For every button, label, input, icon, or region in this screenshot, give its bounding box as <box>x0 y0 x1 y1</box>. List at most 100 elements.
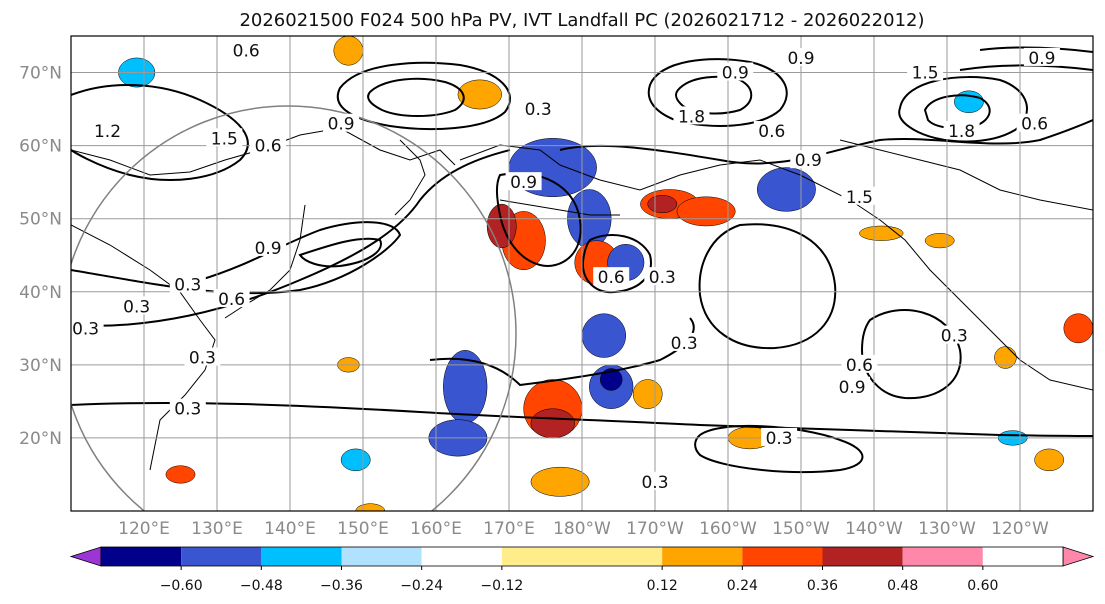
shaded-area-14 <box>530 408 575 439</box>
contour-label-27: 0.9 <box>839 378 866 398</box>
contour-label-0: 1.2 <box>94 122 121 142</box>
contour-label-29: 0.3 <box>766 429 793 449</box>
contour-label-bg-0 <box>89 121 126 139</box>
contour-label-bg-25 <box>666 332 703 351</box>
contour-label-1: 0.3 <box>123 297 150 317</box>
contour-label-21: 1.5 <box>846 188 873 208</box>
contour-label-bg-8 <box>184 347 221 366</box>
shaded-area-21 <box>457 79 502 110</box>
contour-label-20: 1.5 <box>912 64 939 84</box>
coastline-japan <box>224 204 306 319</box>
contour-label-bg-9 <box>169 398 206 417</box>
map-panel: 1.20.31.5 0.60.90.30.60.30.30.30.60.90.30… <box>70 35 1094 512</box>
contour-label-bg-3 <box>250 135 287 154</box>
lat-label-5: 70°N <box>19 64 62 84</box>
colorbar-segment-9 <box>902 547 983 566</box>
colorbar-segment-7 <box>742 547 823 566</box>
pv-contour <box>647 58 788 127</box>
colorbar-tick-label-8: 0.48 <box>887 578 918 594</box>
colorbar-segment-6 <box>662 547 743 566</box>
colorbar-tick-label-1: −0.48 <box>240 578 283 594</box>
coastline-aleutians <box>499 199 620 216</box>
colorbar-tick-label-5: 0.12 <box>647 578 678 594</box>
shaded-area-28 <box>340 448 371 472</box>
contour-label-bg-26 <box>841 354 878 373</box>
contour-label-bg-12 <box>520 99 557 118</box>
contour-label-7: 0.3 <box>72 319 99 339</box>
colorbar-tick-label-9: 0.60 <box>967 578 998 594</box>
lat-label-1: 30°N <box>19 356 62 376</box>
contour-label-23: 0.6 <box>598 268 625 288</box>
contour-label-13: 0.9 <box>510 173 537 193</box>
contour-label-bg-11 <box>323 113 360 132</box>
colorbar-tick-label-3: −0.24 <box>400 578 443 594</box>
pv-contour <box>674 75 753 115</box>
contour-label-bg-23 <box>593 267 630 286</box>
shaded-area-12 <box>600 368 623 391</box>
lon-label-4: 160°E <box>410 519 462 539</box>
contour-label-bg-2 <box>206 128 243 147</box>
contour-label-8: 0.3 <box>189 349 216 369</box>
contour-label-24: 0.3 <box>649 268 676 288</box>
lon-label-6: 180°W <box>553 519 611 539</box>
shaded-area-10 <box>581 313 627 358</box>
contour-label-bg-18 <box>943 121 980 139</box>
lon-label-10: 140°W <box>845 519 903 539</box>
contour-label-bg-1 <box>118 296 155 315</box>
contour-label-12: 0.3 <box>525 100 552 120</box>
contour-label-9: 0.3 <box>174 400 201 420</box>
map-frame <box>70 35 1094 512</box>
contour-label-bg-17 <box>790 150 827 169</box>
contour-label-11: 0.9 <box>328 115 355 135</box>
contour-label-25: 0.3 <box>671 334 698 354</box>
shaded-area-33 <box>924 233 955 249</box>
shaded-area-23 <box>954 90 984 113</box>
distance-ring <box>71 105 517 511</box>
contour-label-26: 0.6 <box>846 356 873 376</box>
shaded-area-9 <box>756 167 816 212</box>
coastline-kamchatka <box>394 139 426 216</box>
contour-label-6: 0.6 <box>218 290 245 310</box>
latitude-labels: 20°N 30°N 40°N 50°N 60°N 70°N <box>19 64 62 449</box>
contour-label-14: 1.8 <box>678 107 705 127</box>
pv-contour <box>298 237 382 268</box>
colorbar-extend-low <box>69 546 102 567</box>
contour-label-bg-28 <box>936 325 973 344</box>
colorbar-extend-high <box>1062 546 1095 567</box>
pv-contour <box>367 77 465 117</box>
lon-label-8: 160°W <box>699 519 757 539</box>
contour-label-bg-24 <box>644 267 681 286</box>
pv-contour <box>860 309 962 400</box>
lon-label-0: 120°E <box>118 519 170 539</box>
contour-label-10: 0.6 <box>233 42 260 62</box>
contour-label-16: 0.6 <box>758 122 785 142</box>
coastline-canada <box>839 139 1093 211</box>
contour-label-bg-21 <box>841 186 878 205</box>
colorbar-segment-3 <box>341 547 422 566</box>
contour-label-bg-30 <box>637 471 673 490</box>
colorbar-outline <box>100 546 1064 567</box>
contour-label-bg-6 <box>213 289 250 308</box>
contour-label-3: 0.6 <box>255 137 282 157</box>
contour-label-bg-5 <box>169 274 206 293</box>
pv-contour <box>694 424 864 474</box>
contour-label-18: 1.8 <box>948 122 975 142</box>
colorbar-segment-2 <box>261 547 342 566</box>
pv-contour <box>71 84 249 181</box>
lat-label-0: 20°N <box>19 429 62 449</box>
contour-label-28: 0.3 <box>941 327 968 347</box>
contour-label-bg-19 <box>783 47 819 66</box>
contour-label-bg-22 <box>1016 113 1053 132</box>
lat-label-4: 60°N <box>19 137 62 157</box>
lon-label-5: 170°E <box>483 519 535 539</box>
contour-labels: 1.20.31.5 0.60.90.30.60.30.30.30.60.90.30… <box>71 40 1060 493</box>
colorbar-segment-4 <box>421 547 502 566</box>
colorbar: −0.60 −0.48 −0.36 −0.24 −0.12 0.12 0.24 0.36 0.4… <box>69 546 1095 594</box>
longitude-labels: 120°E 130°E 140°E 150°E 160°E 170°E 180°W 170°W… <box>118 519 1049 539</box>
shaded-area-7 <box>676 196 736 227</box>
coastline-alaska <box>459 144 1093 391</box>
contour-label-22: 0.6 <box>1021 115 1048 135</box>
lon-label-7: 170°W <box>626 519 684 539</box>
colorbar-segment-8 <box>822 547 903 566</box>
